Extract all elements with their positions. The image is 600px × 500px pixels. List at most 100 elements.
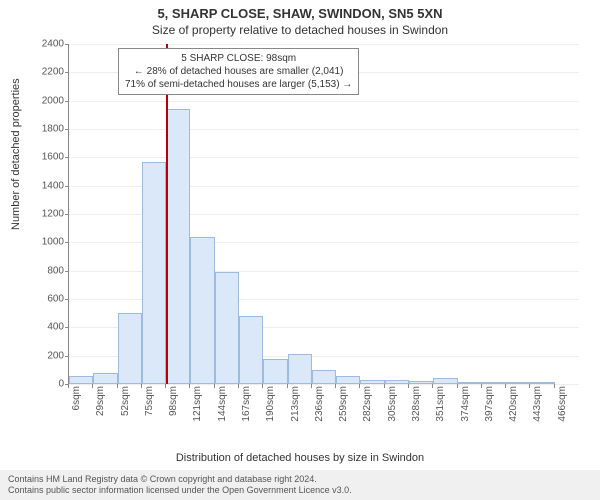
xtick-mark bbox=[165, 384, 166, 388]
histogram-bar bbox=[142, 162, 166, 384]
histogram-bar bbox=[360, 380, 384, 384]
ytick-mark bbox=[65, 129, 69, 130]
xtick-label: 52sqm bbox=[120, 386, 131, 416]
ytick-mark bbox=[65, 327, 69, 328]
ytick-mark bbox=[65, 242, 69, 243]
x-axis-label: Distribution of detached houses by size … bbox=[0, 452, 600, 464]
xtick-label: 236sqm bbox=[314, 386, 325, 422]
footer-attribution: Contains HM Land Registry data © Crown c… bbox=[0, 470, 600, 500]
chart-area: 5 SHARP CLOSE: 98sqm ← 28% of detached h… bbox=[68, 44, 578, 414]
annotation-box: 5 SHARP CLOSE: 98sqm ← 28% of detached h… bbox=[118, 48, 359, 95]
xtick-mark bbox=[189, 384, 190, 388]
gridline bbox=[69, 157, 579, 158]
xtick-label: 144sqm bbox=[217, 386, 228, 422]
xtick-mark bbox=[311, 384, 312, 388]
xtick-label: 29sqm bbox=[95, 386, 106, 416]
annot-line1: 5 SHARP CLOSE: 98sqm bbox=[125, 52, 352, 65]
xtick-mark bbox=[238, 384, 239, 388]
xtick-label: 6sqm bbox=[71, 386, 82, 410]
xtick-label: 397sqm bbox=[484, 386, 495, 422]
xtick-mark bbox=[92, 384, 93, 388]
xtick-mark bbox=[262, 384, 263, 388]
page-subtitle: Size of property relative to detached ho… bbox=[0, 23, 600, 37]
ytick-mark bbox=[65, 299, 69, 300]
xtick-mark bbox=[384, 384, 385, 388]
xtick-label: 121sqm bbox=[192, 386, 203, 422]
xtick-mark bbox=[117, 384, 118, 388]
histogram-bar bbox=[118, 313, 142, 384]
ytick-mark bbox=[65, 356, 69, 357]
xtick-mark bbox=[529, 384, 530, 388]
xtick-mark bbox=[68, 384, 69, 388]
histogram-bar bbox=[288, 354, 312, 384]
annot-line3: 71% of semi-detached houses are larger (… bbox=[125, 78, 352, 91]
histogram-bar bbox=[458, 382, 482, 384]
ytick-label: 800 bbox=[24, 265, 64, 276]
xtick-label: 351sqm bbox=[435, 386, 446, 422]
xtick-mark bbox=[432, 384, 433, 388]
xtick-label: 75sqm bbox=[144, 386, 155, 416]
ytick-label: 600 bbox=[24, 294, 64, 305]
histogram-bar bbox=[190, 237, 214, 384]
gridline bbox=[69, 384, 579, 385]
histogram-bar bbox=[506, 382, 530, 384]
ytick-label: 1400 bbox=[24, 180, 64, 191]
page-title: 5, SHARP CLOSE, SHAW, SWINDON, SN5 5XN bbox=[0, 6, 600, 21]
xtick-mark bbox=[287, 384, 288, 388]
histogram-bar bbox=[215, 272, 239, 384]
histogram-bar bbox=[433, 378, 457, 384]
histogram-bar bbox=[93, 373, 117, 384]
xtick-mark bbox=[554, 384, 555, 388]
xtick-label: 328sqm bbox=[411, 386, 422, 422]
ytick-mark bbox=[65, 271, 69, 272]
xtick-label: 259sqm bbox=[338, 386, 349, 422]
ytick-mark bbox=[65, 101, 69, 102]
xtick-label: 190sqm bbox=[265, 386, 276, 422]
gridline bbox=[69, 129, 579, 130]
ytick-label: 1000 bbox=[24, 237, 64, 248]
xtick-label: 305sqm bbox=[387, 386, 398, 422]
annot-line2: ← 28% of detached houses are smaller (2,… bbox=[125, 65, 352, 78]
xtick-label: 167sqm bbox=[241, 386, 252, 422]
histogram-bar bbox=[336, 376, 360, 385]
property-marker-line bbox=[166, 44, 168, 384]
footer-line2: Contains public sector information licen… bbox=[8, 485, 592, 496]
xtick-label: 374sqm bbox=[460, 386, 471, 422]
xtick-mark bbox=[481, 384, 482, 388]
xtick-mark bbox=[457, 384, 458, 388]
ytick-mark bbox=[65, 72, 69, 73]
ytick-mark bbox=[65, 214, 69, 215]
xtick-label: 282sqm bbox=[362, 386, 373, 422]
histogram-bar bbox=[409, 381, 433, 384]
footer-line1: Contains HM Land Registry data © Crown c… bbox=[8, 474, 592, 485]
ytick-label: 0 bbox=[24, 379, 64, 390]
histogram-bar bbox=[239, 316, 263, 384]
xtick-label: 420sqm bbox=[508, 386, 519, 422]
ytick-label: 2200 bbox=[24, 67, 64, 78]
xtick-label: 213sqm bbox=[290, 386, 301, 422]
histogram-bar bbox=[312, 370, 336, 384]
ytick-label: 2000 bbox=[24, 95, 64, 106]
xtick-label: 98sqm bbox=[168, 386, 179, 416]
gridline bbox=[69, 101, 579, 102]
ytick-mark bbox=[65, 44, 69, 45]
xtick-label: 443sqm bbox=[532, 386, 543, 422]
ytick-mark bbox=[65, 186, 69, 187]
xtick-mark bbox=[214, 384, 215, 388]
xtick-mark bbox=[408, 384, 409, 388]
ytick-label: 200 bbox=[24, 350, 64, 361]
xtick-mark bbox=[505, 384, 506, 388]
ytick-label: 400 bbox=[24, 322, 64, 333]
plot-region bbox=[68, 44, 579, 385]
y-axis-label: Number of detached properties bbox=[10, 78, 22, 230]
histogram-bar bbox=[530, 382, 554, 384]
ytick-label: 2400 bbox=[24, 39, 64, 50]
xtick-mark bbox=[141, 384, 142, 388]
ytick-label: 1200 bbox=[24, 209, 64, 220]
histogram-bar bbox=[166, 109, 190, 384]
xtick-label: 466sqm bbox=[557, 386, 568, 422]
histogram-bar bbox=[482, 382, 506, 384]
ytick-mark bbox=[65, 157, 69, 158]
histogram-bar bbox=[385, 380, 409, 384]
gridline bbox=[69, 44, 579, 45]
